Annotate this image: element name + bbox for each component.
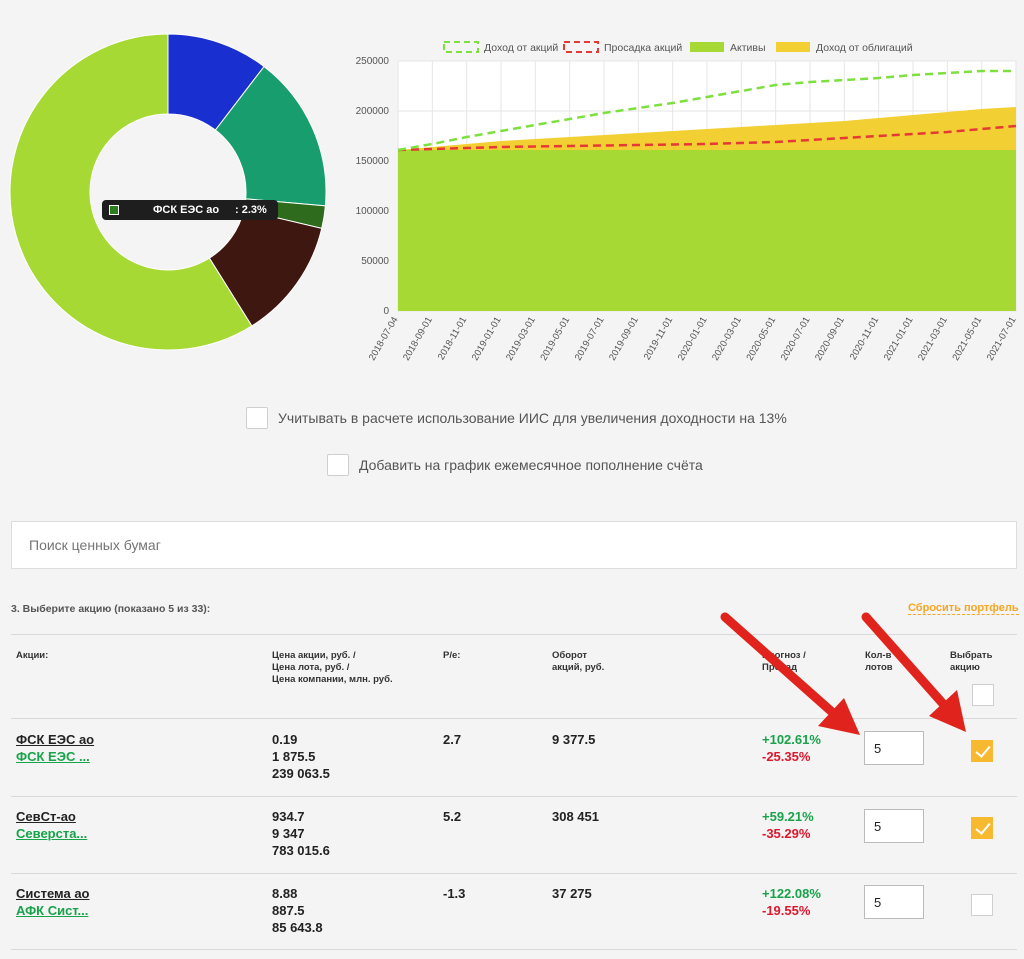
drawdown-value: -25.35% <box>762 749 811 764</box>
legend-label: Активы <box>730 42 766 54</box>
legend-label: Доход от облигаций <box>816 42 913 54</box>
lots-input[interactable] <box>864 809 924 843</box>
table-row-forecast: +102.61% -25.35% <box>762 731 821 765</box>
iis-option-label: Учитывать в расчете использование ИИС дл… <box>278 410 787 426</box>
legend-swatch <box>776 42 810 52</box>
red-arrow-icon <box>861 612 950 711</box>
company-cap: 239 063.5 <box>272 766 330 781</box>
row-divider <box>11 796 1017 797</box>
reset-portfolio-link[interactable]: Сбросить портфель <box>908 602 1019 615</box>
y-tick-label: 100000 <box>356 206 390 217</box>
search-input[interactable] <box>11 521 1017 569</box>
portfolio-growth-chart: 0500001000001500002000002500002018-07-04… <box>356 41 1019 363</box>
y-tick-label: 150000 <box>356 156 390 167</box>
tooltip-value: : 2.3% <box>235 204 267 216</box>
red-arrowhead-icon <box>929 690 966 732</box>
monthly-checkbox[interactable] <box>327 454 349 476</box>
select-stock-checkbox[interactable] <box>971 740 993 762</box>
lot-price: 1 875.5 <box>272 749 316 764</box>
series-line-stock-income <box>397 69 1016 152</box>
legend-label: Доход от акций <box>484 42 558 54</box>
ticker-link[interactable]: ФСК ЕЭС ао <box>16 732 95 747</box>
row-divider <box>11 718 1017 719</box>
ticker-link[interactable]: СевСт-ао <box>16 809 76 824</box>
legend-swatch <box>443 41 479 53</box>
lot-price: 9 347 <box>272 826 305 841</box>
drawdown-value: -35.29% <box>762 826 811 841</box>
table-top-border <box>11 634 1017 635</box>
table-row-stock: Система ао АФК Сист... <box>16 885 90 919</box>
table-row-price: 0.19 1 875.5 239 063.5 <box>272 731 330 782</box>
step-title: 3. Выберите акцию (показано 5 из 33): <box>11 603 211 615</box>
legend-swatch <box>563 41 599 53</box>
forecast-value: +122.08% <box>762 886 821 901</box>
table-row-price: 8.88 887.5 85 643.8 <box>272 885 323 936</box>
lot-price: 887.5 <box>272 903 305 918</box>
company-link[interactable]: АФК Сист... <box>16 903 89 918</box>
iis-checkbox[interactable] <box>246 407 268 429</box>
portfolio-donut-chart <box>9 33 327 351</box>
select-stock-checkbox[interactable] <box>971 894 993 916</box>
lots-input[interactable] <box>864 885 924 919</box>
turnover-value: 9 377.5 <box>552 732 596 747</box>
y-tick-label: 50000 <box>361 256 389 267</box>
donut-slice-4 <box>9 33 253 351</box>
donut-tooltip: ФСК ЕЭС ао : 2.3% <box>102 200 278 220</box>
red-arrowhead-icon <box>818 698 860 735</box>
y-tick-label: 250000 <box>356 56 390 67</box>
company-link[interactable]: ФСК ЕЭС ... <box>16 749 90 764</box>
header-price: Цена акции, руб. / Цена лота, руб. / Цен… <box>272 650 393 685</box>
header-turnover: Оборот акций, руб. <box>552 650 605 673</box>
forecast-value: +59.21% <box>762 809 814 824</box>
company-cap: 783 015.6 <box>272 843 330 858</box>
table-row-forecast: +122.08% -19.55% <box>762 885 821 919</box>
series-area-assets <box>398 150 1016 311</box>
header-select: Выбрать акцию <box>950 650 993 673</box>
turnover-value: 308 451 <box>552 809 599 824</box>
header-lots: Кол-в лотов <box>865 650 893 673</box>
row-divider <box>11 949 1017 950</box>
iis-option[interactable]: Учитывать в расчете использование ИИС дл… <box>246 407 787 429</box>
share-price: 934.7 <box>272 809 305 824</box>
company-cap: 85 643.8 <box>272 920 323 935</box>
table-row-price: 934.7 9 347 783 015.6 <box>272 808 330 859</box>
header-pe: P/e: <box>443 650 461 661</box>
table-row-stock: СевСт-ао Северста... <box>16 808 87 842</box>
ticker-link[interactable]: Система ао <box>16 886 90 901</box>
header-stocks: Акции: <box>16 650 49 661</box>
y-tick-label: 0 <box>383 306 389 317</box>
company-link[interactable]: Северста... <box>16 826 88 841</box>
drawdown-value: -19.55% <box>762 903 811 918</box>
tooltip-label: ФСК ЕЭС ао <box>153 204 220 216</box>
pe-value: -1.3 <box>443 886 466 901</box>
legend-swatch <box>690 42 724 52</box>
monthly-option[interactable]: Добавить на график ежемесячное пополнени… <box>327 454 703 476</box>
monthly-option-label: Добавить на график ежемесячное пополнени… <box>359 457 703 473</box>
legend-label: Просадка акций <box>604 42 682 54</box>
red-arrow-icon <box>720 612 837 717</box>
turnover-value: 37 275 <box>552 886 592 901</box>
forecast-value: +102.61% <box>762 732 821 747</box>
pe-value: 5.2 <box>443 809 462 824</box>
share-price: 0.19 <box>272 732 298 747</box>
share-price: 8.88 <box>272 886 298 901</box>
donut-slice-1 <box>214 65 327 207</box>
y-tick-label: 200000 <box>356 106 390 117</box>
table-row-stock: ФСК ЕЭС ао ФСК ЕЭС ... <box>16 731 94 765</box>
table-row-forecast: +59.21% -35.29% <box>762 808 814 842</box>
select-stock-checkbox[interactable] <box>971 817 993 839</box>
select-all-checkbox[interactable] <box>972 684 994 706</box>
lots-input[interactable] <box>864 731 924 765</box>
tooltip-color-swatch <box>109 205 119 215</box>
pe-value: 2.7 <box>443 732 462 747</box>
row-divider <box>11 873 1017 874</box>
